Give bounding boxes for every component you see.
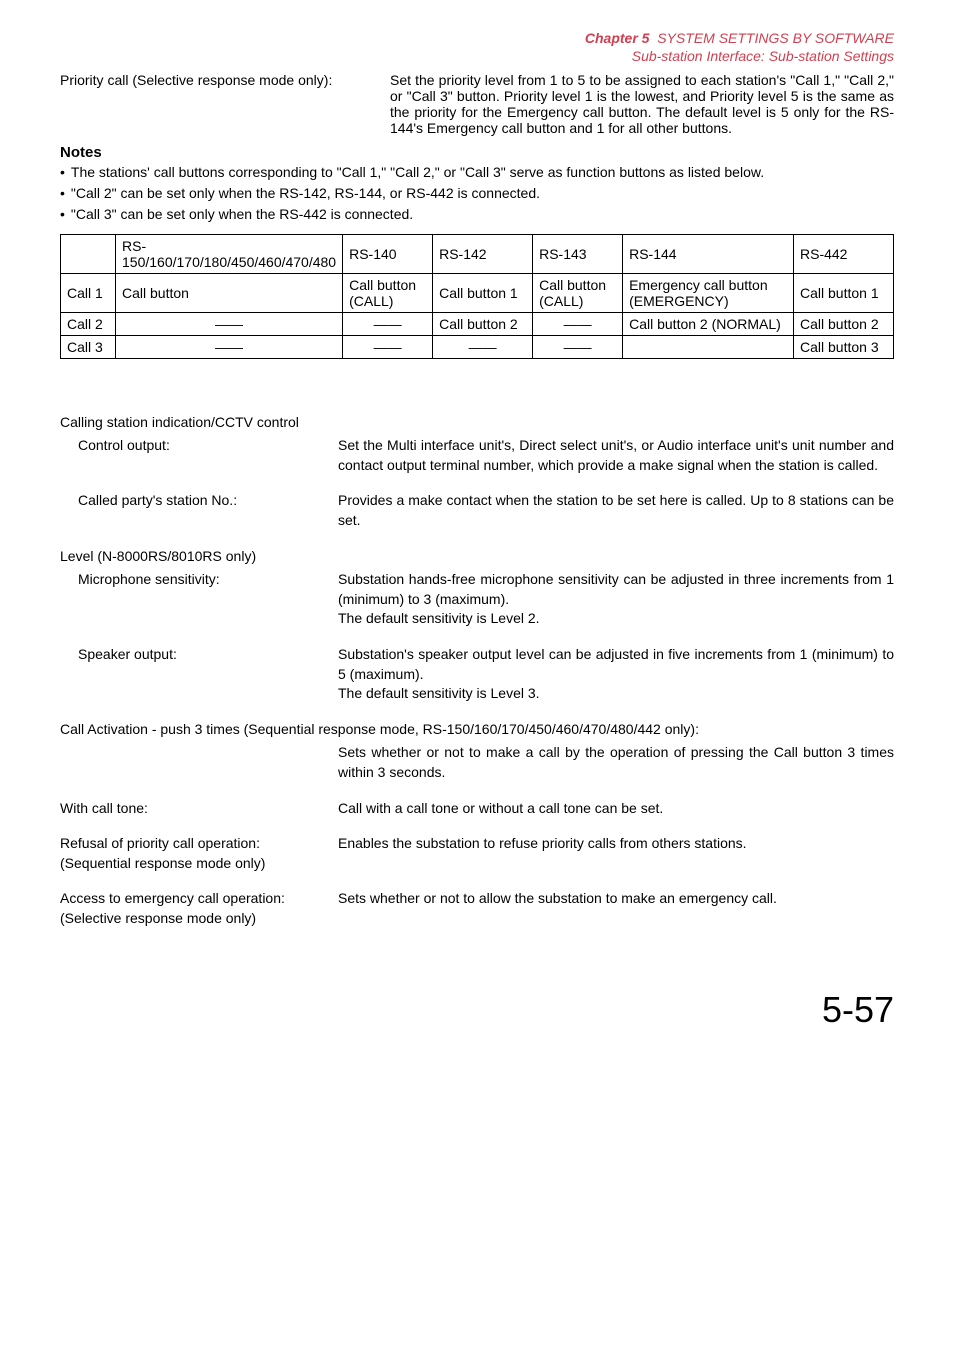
table-cell: Call 3 xyxy=(61,335,116,358)
table-cell: —— xyxy=(533,312,623,335)
priority-call-block: Priority call (Selective response mode o… xyxy=(60,72,894,136)
access-label-1: Access to emergency call operation: xyxy=(60,889,338,909)
note-item: • "Call 2" can be set only when the RS-1… xyxy=(60,184,894,203)
note-text: "Call 3" can be set only when the RS-442… xyxy=(71,205,413,224)
speaker-text-1: Substation's speaker output level can be… xyxy=(338,645,894,684)
call-activation-title: Call Activation - push 3 times (Sequenti… xyxy=(60,720,894,740)
note-item: • The stations' call buttons correspondi… xyxy=(60,163,894,182)
access-emergency-row: Access to emergency call operation: (Sel… xyxy=(60,889,894,928)
refusal-text: Enables the substation to refuse priorit… xyxy=(338,834,894,873)
table-cell: Call button 3 xyxy=(794,335,894,358)
mic-text-1: Substation hands-free microphone sensiti… xyxy=(338,570,894,609)
table-cell: Emergency call button (EMERGENCY) xyxy=(623,273,794,312)
call-button-table: RS-150/160/170/180/450/460/470/480 RS-14… xyxy=(60,234,894,359)
access-label-2: (Selective response mode only) xyxy=(60,909,338,929)
bullet-icon: • xyxy=(60,184,65,203)
with-call-tone-text: Call with a call tone or without a call … xyxy=(338,799,894,819)
called-party-label: Called party's station No.: xyxy=(60,491,338,530)
speaker-label: Speaker output: xyxy=(60,645,338,704)
table-row: Call 3 —— —— —— —— Call button 3 xyxy=(61,335,894,358)
refusal-label: Refusal of priority call operation: (Seq… xyxy=(60,834,338,873)
table-cell: —— xyxy=(116,335,343,358)
table-cell: —— xyxy=(533,335,623,358)
refusal-row: Refusal of priority call operation: (Seq… xyxy=(60,834,894,873)
refusal-label-2: (Sequential response mode only) xyxy=(60,854,338,874)
level-title: Level (N-8000RS/8010RS only) xyxy=(60,547,894,567)
table-cell: —— xyxy=(343,335,433,358)
table-cell: —— xyxy=(116,312,343,335)
access-emergency-text: Sets whether or not to allow the substat… xyxy=(338,889,894,928)
note-item: • "Call 3" can be set only when the RS-4… xyxy=(60,205,894,224)
mic-sensitivity-row: Microphone sensitivity: Substation hands… xyxy=(60,570,894,629)
header-subtitle: Sub-station Interface: Sub-station Setti… xyxy=(60,48,894,64)
priority-call-text: Set the priority level from 1 to 5 to be… xyxy=(390,72,894,136)
call-activation-spacer xyxy=(60,743,338,782)
table-cell: Call button (CALL) xyxy=(343,273,433,312)
speaker-text-2: The default sensitivity is Level 3. xyxy=(338,684,894,704)
with-call-tone-row: With call tone: Call with a call tone or… xyxy=(60,799,894,819)
table-row: Call 2 —— —— Call button 2 —— Call butto… xyxy=(61,312,894,335)
table-cell: Call button 2 (NORMAL) xyxy=(623,312,794,335)
notes-title: Notes xyxy=(60,144,894,161)
table-cell: Call button 2 xyxy=(433,312,533,335)
table-cell: —— xyxy=(433,335,533,358)
refusal-label-1: Refusal of priority call operation: xyxy=(60,834,338,854)
table-header: RS-143 xyxy=(533,234,623,273)
bullet-icon: • xyxy=(60,205,65,224)
table-header: RS-144 xyxy=(623,234,794,273)
calling-station-title: Calling station indication/CCTV control xyxy=(60,413,894,433)
speaker-text: Substation's speaker output level can be… xyxy=(338,645,894,704)
speaker-output-row: Speaker output: Substation's speaker out… xyxy=(60,645,894,704)
priority-call-label: Priority call (Selective response mode o… xyxy=(60,72,390,136)
table-header: RS-142 xyxy=(433,234,533,273)
called-party-text: Provides a make contact when the station… xyxy=(338,491,894,530)
page-number: 5-57 xyxy=(60,989,894,1031)
control-output-text: Set the Multi interface unit's, Direct s… xyxy=(338,436,894,475)
table-header-row: RS-150/160/170/180/450/460/470/480 RS-14… xyxy=(61,234,894,273)
call-activation-text: Sets whether or not to make a call by th… xyxy=(338,743,894,782)
table-row: Call 1 Call button Call button (CALL) Ca… xyxy=(61,273,894,312)
note-text: "Call 2" can be set only when the RS-142… xyxy=(71,184,540,203)
with-call-tone-label: With call tone: xyxy=(60,799,338,819)
table-cell: —— xyxy=(343,312,433,335)
control-output-label: Control output: xyxy=(60,436,338,475)
call-activation-row: Sets whether or not to make a call by th… xyxy=(60,743,894,782)
mic-label: Microphone sensitivity: xyxy=(60,570,338,629)
mic-text-2: The default sensitivity is Level 2. xyxy=(338,609,894,629)
called-party-row: Called party's station No.: Provides a m… xyxy=(60,491,894,530)
table-cell xyxy=(623,335,794,358)
table-cell: Call 1 xyxy=(61,273,116,312)
table-header xyxy=(61,234,116,273)
bullet-icon: • xyxy=(60,163,65,182)
table-header: RS-442 xyxy=(794,234,894,273)
table-header: RS-140 xyxy=(343,234,433,273)
table-header: RS-150/160/170/180/450/460/470/480 xyxy=(116,234,343,273)
table-cell: Call button xyxy=(116,273,343,312)
table-cell: Call 2 xyxy=(61,312,116,335)
chapter-title: SYSTEM SETTINGS BY SOFTWARE xyxy=(657,30,894,46)
table-cell: Call button 2 xyxy=(794,312,894,335)
note-text: The stations' call buttons corresponding… xyxy=(71,163,764,182)
mic-text: Substation hands-free microphone sensiti… xyxy=(338,570,894,629)
chapter-label: Chapter 5 xyxy=(585,30,650,46)
table-cell: Call button (CALL) xyxy=(533,273,623,312)
control-output-row: Control output: Set the Multi interface … xyxy=(60,436,894,475)
table-cell: Call button 1 xyxy=(794,273,894,312)
access-emergency-label: Access to emergency call operation: (Sel… xyxy=(60,889,338,928)
chapter-header: Chapter 5 SYSTEM SETTINGS BY SOFTWARE xyxy=(60,30,894,46)
table-cell: Call button 1 xyxy=(433,273,533,312)
